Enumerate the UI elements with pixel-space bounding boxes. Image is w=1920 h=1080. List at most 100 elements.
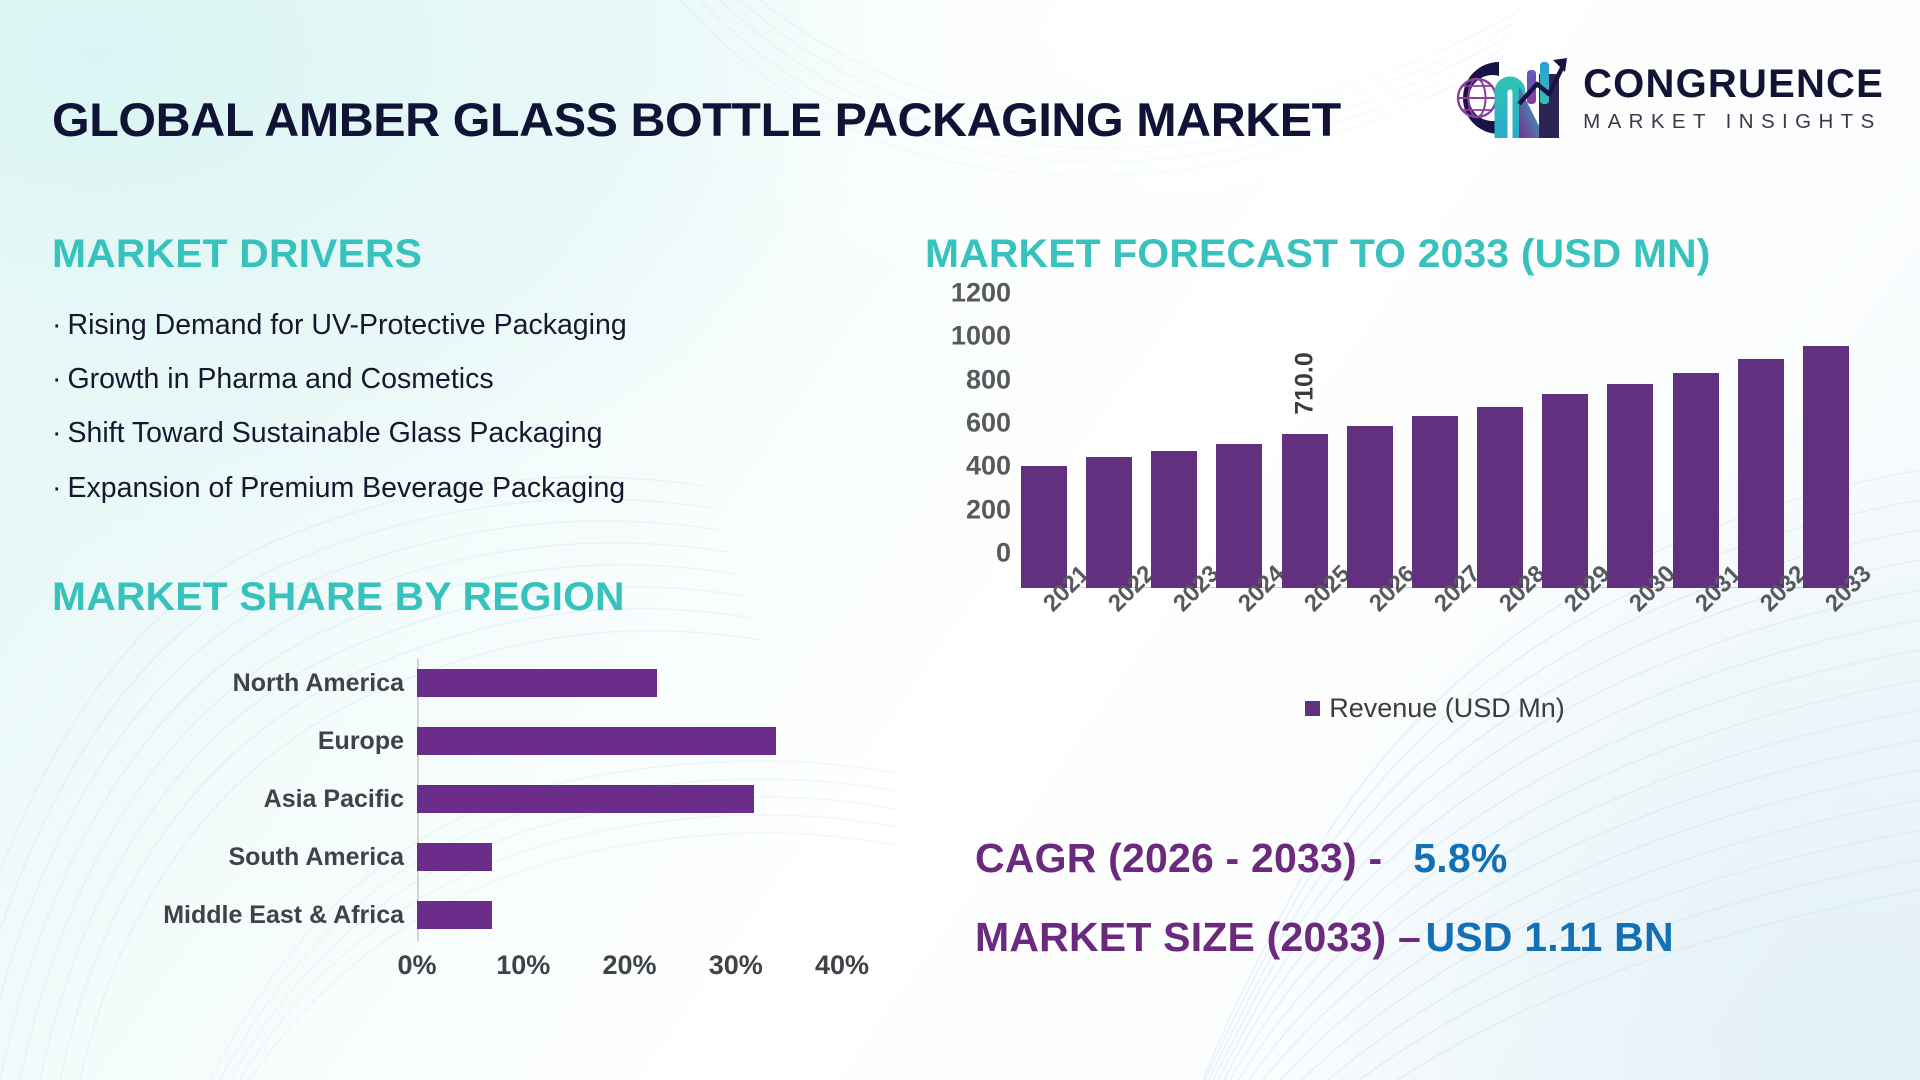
bar-group: 2021	[1021, 328, 1095, 617]
x-axis-tick: 0%	[397, 950, 437, 980]
bar-group: 2029	[1542, 328, 1616, 617]
y-axis-tick: 1200	[950, 277, 1011, 308]
key-stats: CAGR (2026 - 2033) - 5.8% MARKET SIZE (2…	[975, 835, 1674, 993]
bullet-icon: ·	[52, 309, 62, 341]
bar-group: 2033	[1802, 328, 1877, 617]
region-label: Middle East & Africa	[163, 900, 404, 929]
table-row: South America	[52, 828, 842, 886]
bar	[1151, 450, 1198, 588]
bar-group: 2028	[1477, 328, 1551, 617]
bar-track	[417, 654, 842, 712]
market-size-label: MARKET SIZE (2033) –	[975, 914, 1421, 960]
bullet-icon: ·	[52, 417, 62, 450]
market-forecast-section: MARKET FORECAST TO 2033 (USD MN) 0 200 400…	[925, 232, 1885, 724]
table-row: Europe	[52, 712, 842, 770]
cagr-row: CAGR (2026 - 2033) - 5.8%	[975, 835, 1674, 882]
market-drivers-list: · Rising Demand for UV-Protective Packagi…	[52, 303, 882, 510]
bar	[1477, 406, 1524, 588]
bar	[1737, 358, 1784, 588]
bar-group: 2027	[1411, 328, 1486, 617]
forecast-legend: Revenue (USD Mn)	[1021, 693, 1849, 724]
list-item-label: Rising Demand for UV-Protective Packagin…	[67, 309, 627, 341]
market-drivers-section: MARKET DRIVERS · Rising Demand for UV-Pro…	[52, 232, 882, 520]
bar	[417, 901, 493, 929]
logo-wordmark: CONGRUENCE MARKET INSIGHTS	[1583, 64, 1884, 133]
x-axis-tick: 10%	[496, 950, 551, 980]
bar-track	[417, 828, 842, 886]
brand-logo: CONGRUENCE MARKET INSIGHTS	[1441, 52, 1884, 144]
y-axis-tick: 0	[995, 537, 1011, 568]
bar-track	[417, 712, 842, 770]
cm-globe-growth-arrow-logo-icon	[1456, 58, 1568, 138]
header: GLOBAL AMBER GLASS BOTTLE PACKAGING MARK…	[0, 0, 1920, 185]
share-rows: North America Europe Asia Pacific South Ame…	[52, 654, 842, 944]
bar	[1021, 466, 1067, 588]
bar-group: 710.0 2025	[1281, 328, 1355, 617]
list-item-label: Shift Toward Sustainable Glass Packaging	[67, 417, 603, 450]
region-label: North America	[232, 668, 404, 697]
x-axis-tick: 40%	[814, 950, 870, 980]
market-share-section: MARKET SHARE BY REGION North America Euro…	[52, 575, 892, 980]
x-axis-tick: 30%	[708, 950, 763, 980]
list-item: · Growth in Pharma and Cosmetics	[52, 357, 882, 401]
market-size-row: MARKET SIZE (2033) – USD 1.11 BN	[975, 914, 1674, 961]
bar-value-label: 710.0	[1290, 352, 1319, 415]
market-share-bar-chart: North America Europe Asia Pacific South Ame…	[52, 654, 869, 980]
legend-label: Revenue (USD Mn)	[1329, 693, 1565, 723]
bar	[1607, 383, 1654, 588]
bar	[417, 843, 493, 871]
x-axis-tick: 20%	[602, 950, 657, 980]
bar-group: 2022	[1086, 328, 1160, 617]
bar-group: 2030	[1607, 328, 1681, 617]
page-title: GLOBAL AMBER GLASS BOTTLE PACKAGING MARK…	[52, 93, 1341, 146]
bar-group: 2023	[1151, 328, 1225, 617]
bar-group: 2024	[1216, 328, 1290, 617]
bar-group: 2031	[1672, 328, 1746, 617]
bar	[1411, 416, 1458, 588]
bullet-icon: ·	[52, 363, 62, 396]
region-label: South America	[228, 842, 404, 871]
list-item: · Rising Demand for UV-Protective Packagi…	[52, 303, 882, 347]
market-share-heading: MARKET SHARE BY REGION	[52, 575, 625, 619]
bar-group: 2026	[1346, 328, 1421, 617]
list-item-label: Expansion of Premium Beverage Packaging	[67, 471, 626, 504]
list-item: · Shift Toward Sustainable Glass Packagin…	[52, 411, 882, 455]
bar	[417, 727, 777, 755]
logo-name: CONGRUENCE	[1583, 61, 1884, 106]
bar	[1672, 373, 1719, 588]
table-row: North America	[52, 654, 842, 712]
bar	[1346, 425, 1393, 588]
bar	[417, 669, 658, 697]
list-item: · Expansion of Premium Beverage Packaging	[52, 466, 882, 510]
region-label: Asia Pacific	[263, 784, 404, 813]
region-label: Europe	[317, 726, 404, 755]
share-x-axis: 0% 10% 20% 30% 40%	[397, 950, 869, 990]
cagr-value: 5.8%	[1413, 835, 1508, 881]
y-axis-tick: 800	[965, 364, 1011, 395]
bullet-icon: ·	[52, 471, 62, 504]
bar	[417, 785, 754, 813]
market-size-value: USD 1.11 BN	[1425, 914, 1674, 960]
market-drivers-heading: MARKET DRIVERS	[52, 232, 423, 276]
bar	[1216, 443, 1263, 588]
y-axis-tick: 600	[965, 407, 1011, 438]
bar-group: 2032	[1737, 328, 1812, 617]
table-row: Asia Pacific	[52, 770, 842, 828]
market-forecast-bar-chart: 0 200 400 600 800 1000 1200 2021 2022 2023 2024 71…	[925, 278, 1877, 724]
cagr-label: CAGR (2026 - 2033) -	[975, 835, 1383, 881]
table-row: Middle East & Africa	[52, 886, 842, 944]
forecast-bars: 2021 2022 2023 2024 710.0 2025 2026 2027 2028 202…	[1021, 328, 1877, 617]
market-forecast-heading: MARKET FORECAST TO 2033 (USD MN)	[925, 232, 1711, 276]
bar	[1542, 394, 1589, 588]
y-axis-tick: 400	[965, 450, 1011, 481]
bar	[1086, 457, 1133, 588]
forecast-y-axis: 0 200 400 600 800 1000 1200	[925, 278, 1011, 588]
list-item-label: Growth in Pharma and Cosmetics	[67, 363, 494, 396]
bar-track	[417, 886, 842, 944]
y-axis-tick: 200	[965, 494, 1011, 525]
y-axis-tick: 1000	[950, 320, 1011, 351]
bar-track	[417, 770, 842, 828]
bar	[1802, 345, 1849, 588]
legend-swatch-icon	[1305, 701, 1321, 716]
